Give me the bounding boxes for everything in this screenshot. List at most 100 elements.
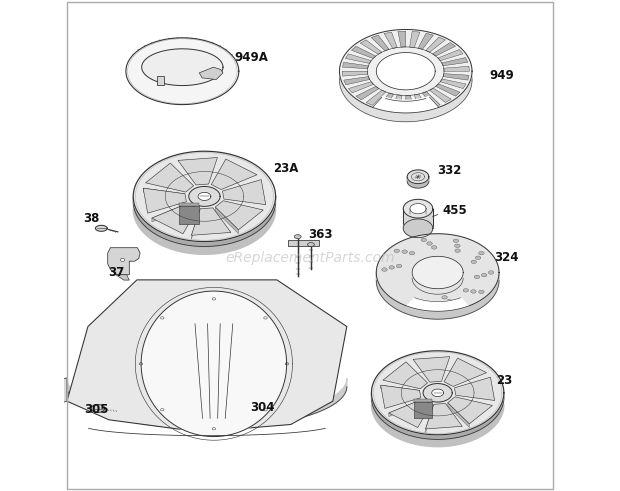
Polygon shape xyxy=(381,385,421,409)
Text: 23A: 23A xyxy=(273,162,299,175)
Polygon shape xyxy=(215,207,239,234)
Polygon shape xyxy=(133,196,276,246)
Polygon shape xyxy=(342,71,368,76)
Polygon shape xyxy=(381,385,420,394)
Polygon shape xyxy=(192,208,231,235)
Polygon shape xyxy=(403,209,433,228)
Polygon shape xyxy=(441,57,467,66)
Polygon shape xyxy=(343,77,370,85)
Polygon shape xyxy=(143,188,185,198)
Polygon shape xyxy=(373,97,439,113)
Ellipse shape xyxy=(432,246,437,249)
Polygon shape xyxy=(407,298,468,311)
Ellipse shape xyxy=(421,238,427,242)
Polygon shape xyxy=(371,405,504,447)
Polygon shape xyxy=(383,362,428,389)
Ellipse shape xyxy=(442,296,448,299)
Polygon shape xyxy=(448,403,469,428)
Text: 363: 363 xyxy=(309,228,333,241)
Ellipse shape xyxy=(402,250,407,253)
Polygon shape xyxy=(438,50,463,61)
Polygon shape xyxy=(152,203,198,234)
Ellipse shape xyxy=(447,299,453,303)
Text: 324: 324 xyxy=(494,251,518,264)
Ellipse shape xyxy=(394,249,399,252)
Ellipse shape xyxy=(471,290,476,293)
Polygon shape xyxy=(448,397,492,424)
Ellipse shape xyxy=(455,249,461,252)
Polygon shape xyxy=(410,204,426,214)
Polygon shape xyxy=(188,187,220,206)
Polygon shape xyxy=(67,280,347,429)
Polygon shape xyxy=(152,203,188,222)
Polygon shape xyxy=(91,405,105,412)
Polygon shape xyxy=(126,38,239,105)
Polygon shape xyxy=(141,291,286,436)
Polygon shape xyxy=(425,404,463,429)
Polygon shape xyxy=(179,206,198,224)
Ellipse shape xyxy=(453,302,459,306)
Polygon shape xyxy=(407,170,429,184)
Polygon shape xyxy=(157,76,164,84)
Polygon shape xyxy=(384,32,397,49)
Polygon shape xyxy=(142,49,223,85)
Polygon shape xyxy=(116,275,130,280)
Polygon shape xyxy=(414,399,432,402)
Polygon shape xyxy=(414,94,427,110)
Polygon shape xyxy=(389,399,422,416)
Polygon shape xyxy=(376,273,499,319)
Polygon shape xyxy=(133,209,276,254)
Polygon shape xyxy=(108,247,140,275)
Ellipse shape xyxy=(396,264,402,268)
Polygon shape xyxy=(223,180,266,205)
Text: 332: 332 xyxy=(438,164,462,177)
Ellipse shape xyxy=(294,235,301,239)
Polygon shape xyxy=(407,177,429,188)
Polygon shape xyxy=(403,199,433,218)
Polygon shape xyxy=(376,53,435,90)
Polygon shape xyxy=(405,95,414,111)
Polygon shape xyxy=(211,159,257,190)
Ellipse shape xyxy=(479,251,484,255)
Ellipse shape xyxy=(474,275,480,278)
Polygon shape xyxy=(356,86,379,100)
Polygon shape xyxy=(199,67,223,80)
Polygon shape xyxy=(352,46,376,58)
Polygon shape xyxy=(378,93,394,109)
Polygon shape xyxy=(342,62,368,69)
Polygon shape xyxy=(426,37,445,52)
Text: 455: 455 xyxy=(443,204,467,217)
Polygon shape xyxy=(178,158,218,185)
Polygon shape xyxy=(414,402,432,418)
Polygon shape xyxy=(366,90,386,106)
Ellipse shape xyxy=(479,290,484,294)
Polygon shape xyxy=(146,163,193,192)
Polygon shape xyxy=(425,404,434,433)
Text: 949A: 949A xyxy=(234,52,268,64)
Ellipse shape xyxy=(476,256,481,260)
Polygon shape xyxy=(443,74,469,80)
Polygon shape xyxy=(192,209,200,239)
Polygon shape xyxy=(412,256,463,289)
Text: 37: 37 xyxy=(108,266,124,279)
Polygon shape xyxy=(444,66,469,71)
Ellipse shape xyxy=(454,244,460,247)
Ellipse shape xyxy=(427,242,432,245)
Polygon shape xyxy=(215,201,264,230)
Polygon shape xyxy=(348,82,373,93)
Polygon shape xyxy=(376,234,499,311)
Text: 304: 304 xyxy=(250,402,275,414)
Ellipse shape xyxy=(463,289,469,292)
Polygon shape xyxy=(198,192,211,200)
Polygon shape xyxy=(95,225,107,231)
Polygon shape xyxy=(360,40,382,54)
Polygon shape xyxy=(432,389,444,397)
Polygon shape xyxy=(389,399,432,428)
Ellipse shape xyxy=(389,266,394,269)
Polygon shape xyxy=(143,188,187,213)
Polygon shape xyxy=(392,95,402,111)
Polygon shape xyxy=(430,88,451,103)
Polygon shape xyxy=(410,31,420,48)
Polygon shape xyxy=(440,79,466,88)
Polygon shape xyxy=(444,358,487,386)
